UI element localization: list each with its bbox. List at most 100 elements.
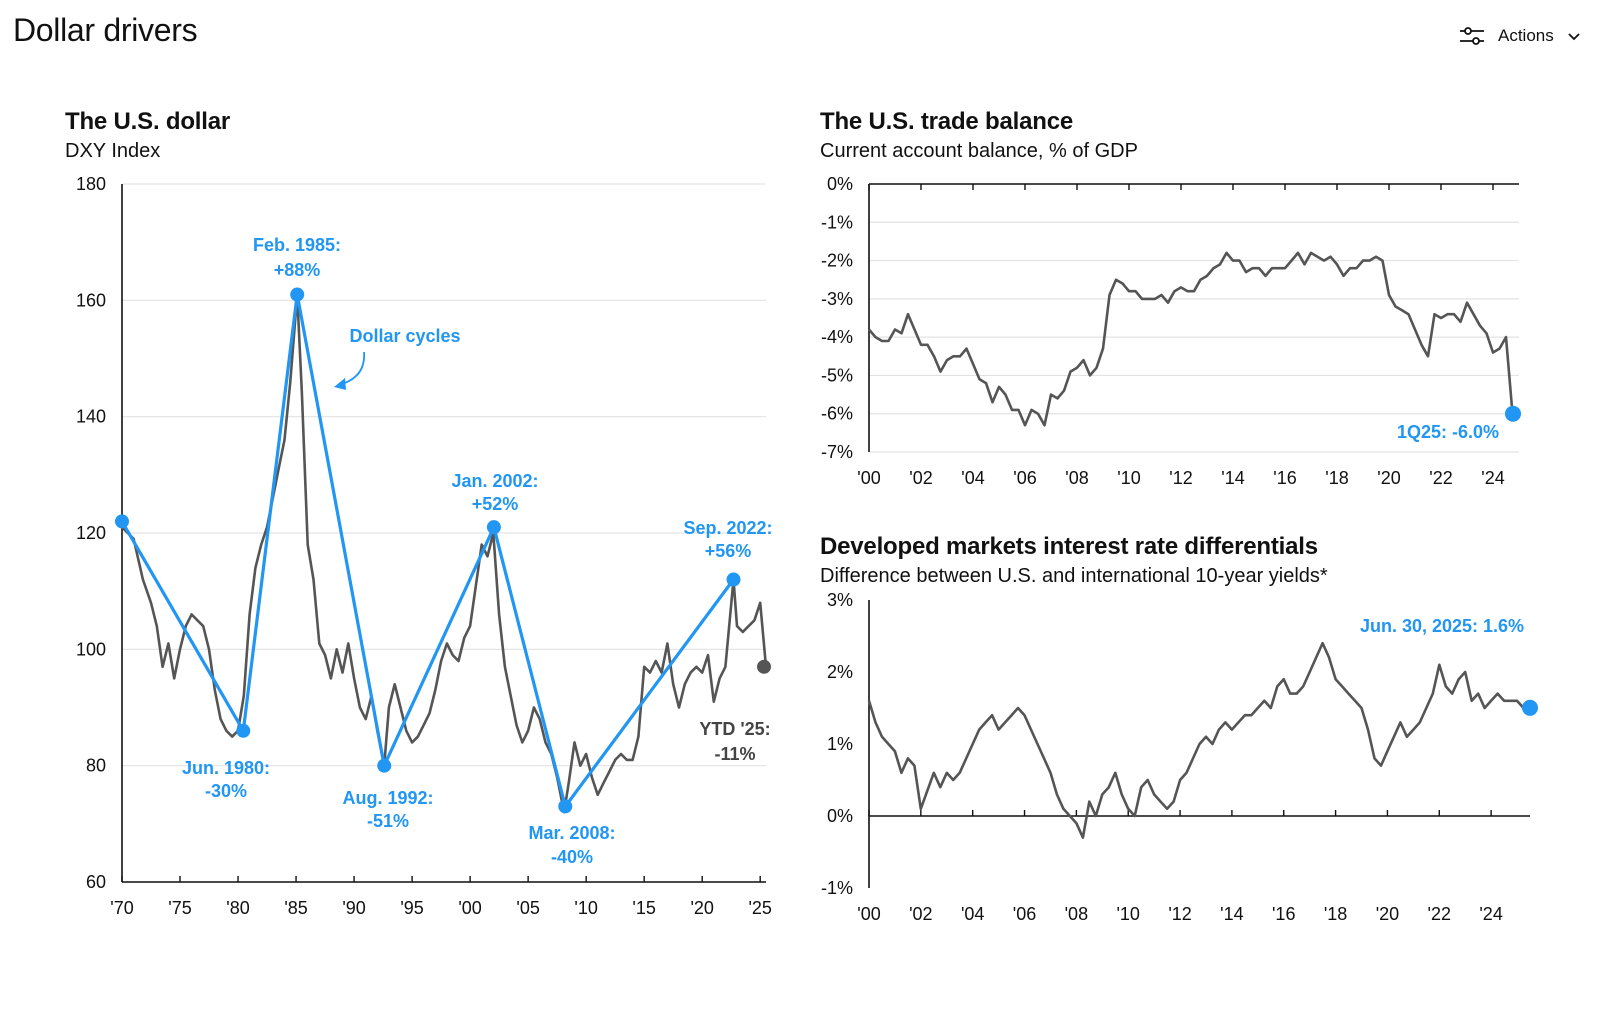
trade-x-tick-label: '00 <box>857 468 880 488</box>
trade-series-line <box>868 251 1519 427</box>
actions-button[interactable]: Actions <box>1458 20 1582 52</box>
dxy-x-tick-label: '25 <box>748 898 771 918</box>
rates-x-tick-label: '00 <box>857 904 880 924</box>
rates-series-line <box>867 641 1531 839</box>
trade-x-tick-label: '14 <box>1221 468 1244 488</box>
annotation-ytd-2025-label: YTD '25: <box>699 719 770 739</box>
dxy-cycle-point <box>558 799 573 814</box>
annotation-jan-2002-label: Jan. 2002: <box>451 471 538 491</box>
trade-x-tick-label: '22 <box>1429 468 1452 488</box>
trade-x-tick-label: '10 <box>1117 468 1140 488</box>
trade-y-tick-label: -2% <box>821 251 853 271</box>
annotation-jun-1980-value: -30% <box>205 781 247 801</box>
rates-chart-subtitle: Difference between U.S. and internationa… <box>820 565 1328 587</box>
dxy-y-tick-label: 120 <box>76 523 106 543</box>
rates-x-tick-label: '22 <box>1428 904 1451 924</box>
trade-x-tick-label: '16 <box>1273 468 1296 488</box>
dxy-x-tick-label: '00 <box>458 898 481 918</box>
dxy-cycle-point <box>236 723 251 738</box>
rates-y-tick-label: 3% <box>827 590 853 610</box>
sliders-icon <box>1458 25 1486 47</box>
trade-x-tick-label: '04 <box>961 468 984 488</box>
dxy-x-tick-label: '15 <box>632 898 655 918</box>
dollar-cycles-arrowhead <box>334 378 346 390</box>
trade-x-tick-label: '12 <box>1169 468 1192 488</box>
annotation-1q25: 1Q25: -6.0% <box>1397 422 1499 442</box>
actions-label: Actions <box>1498 26 1554 45</box>
dxy-series-line <box>121 293 768 814</box>
trade-chart-subtitle: Current account balance, % of GDP <box>820 140 1138 162</box>
annotation-feb-1985-value: +88% <box>274 260 321 280</box>
annotation-sep-2022-label: Sep. 2022: <box>683 518 772 538</box>
trade-end-point <box>1505 405 1521 422</box>
dxy-y-tick-label: 140 <box>76 407 106 427</box>
annotation-jun-1980-label: Jun. 1980: <box>182 758 270 778</box>
rates-y-tick-label: 2% <box>827 662 853 682</box>
dxy-cycle-point <box>115 514 129 529</box>
dxy-cycle-point <box>486 520 501 535</box>
dxy-y-tick-label: 60 <box>86 872 106 892</box>
trade-y-tick-label: -4% <box>821 327 853 347</box>
rates-x-tick-label: '02 <box>909 904 932 924</box>
dxy-x-tick-label: '85 <box>284 898 307 918</box>
trade-chart-title: The U.S. trade balance <box>820 108 1074 135</box>
trade-x-tick-label: '20 <box>1377 468 1400 488</box>
trade-x-tick-label: '24 <box>1481 468 1504 488</box>
trade-y-tick-label: -5% <box>821 365 853 385</box>
rates-y-tick-label: -1% <box>821 878 853 898</box>
chevron-down-icon <box>1566 28 1582 44</box>
dxy-x-tick-label: '95 <box>400 898 423 918</box>
dxy-chart-subtitle: DXY Index <box>65 140 161 162</box>
dxy-end-point <box>757 659 771 674</box>
trade-y-tick-label: -6% <box>821 404 853 424</box>
dxy-chart-title: The U.S. dollar <box>65 108 231 135</box>
rates-x-tick-label: '20 <box>1376 904 1399 924</box>
rates-chart-title: Developed markets interest rate differen… <box>820 533 1318 560</box>
rates-end-point <box>1522 699 1538 716</box>
rates-x-tick-label: '04 <box>961 904 984 924</box>
dxy-y-tick-label: 160 <box>76 290 106 310</box>
annotation-aug-1992-value: -51% <box>367 811 409 831</box>
rates-x-tick-label: '18 <box>1324 904 1347 924</box>
dxy-y-tick-label: 180 <box>76 174 106 194</box>
annotation-jan-2002-value: +52% <box>472 494 519 514</box>
dxy-x-tick-label: '80 <box>226 898 249 918</box>
dxy-y-tick-label: 80 <box>86 756 106 776</box>
dollar-cycles-arrow <box>341 351 365 385</box>
annotation-aug-1992-label: Aug. 1992: <box>342 788 433 808</box>
dxy-y-tick-label: 100 <box>76 639 106 659</box>
dxy-x-tick-label: '90 <box>342 898 365 918</box>
dxy-x-tick-label: '75 <box>168 898 191 918</box>
dxy-x-tick-label: '20 <box>690 898 713 918</box>
dxy-cycle-point <box>290 287 305 302</box>
dxy-x-tick-label: '70 <box>110 898 133 918</box>
annotation-mar-2008-label: Mar. 2008: <box>528 823 615 843</box>
trade-y-tick-label: 0% <box>827 174 853 194</box>
dxy-cycle-point <box>377 758 392 773</box>
annotation-dollar-cycles: Dollar cycles <box>349 326 460 346</box>
rates-x-tick-label: '10 <box>1116 904 1139 924</box>
annotation-jun-30-2025: Jun. 30, 2025: 1.6% <box>1360 616 1524 636</box>
dxy-cycles-line <box>120 292 735 808</box>
trade-x-tick-label: '18 <box>1325 468 1348 488</box>
dxy-x-tick-label: '05 <box>516 898 539 918</box>
trade-x-tick-label: '02 <box>909 468 932 488</box>
trade-y-tick-label: -7% <box>821 442 853 462</box>
rates-x-tick-label: '12 <box>1168 904 1191 924</box>
trade-y-tick-label: -1% <box>821 212 853 232</box>
trade-y-tick-label: -3% <box>821 289 853 309</box>
page-title: Dollar drivers <box>13 12 198 48</box>
trade-x-tick-label: '06 <box>1013 468 1036 488</box>
rates-y-tick-label: 1% <box>827 734 853 754</box>
annotation-ytd-2025-value: -11% <box>714 744 755 764</box>
annotation-mar-2008-value: -40% <box>551 847 593 867</box>
rates-x-tick-label: '14 <box>1220 904 1243 924</box>
trade-x-tick-label: '08 <box>1065 468 1088 488</box>
rates-x-tick-label: '06 <box>1013 904 1036 924</box>
rates-y-tick-label: 0% <box>827 806 853 826</box>
dxy-cycle-point <box>726 572 741 587</box>
rates-x-tick-label: '16 <box>1272 904 1295 924</box>
rates-x-tick-label: '24 <box>1479 904 1502 924</box>
annotation-sep-2022-value: +56% <box>705 541 752 561</box>
